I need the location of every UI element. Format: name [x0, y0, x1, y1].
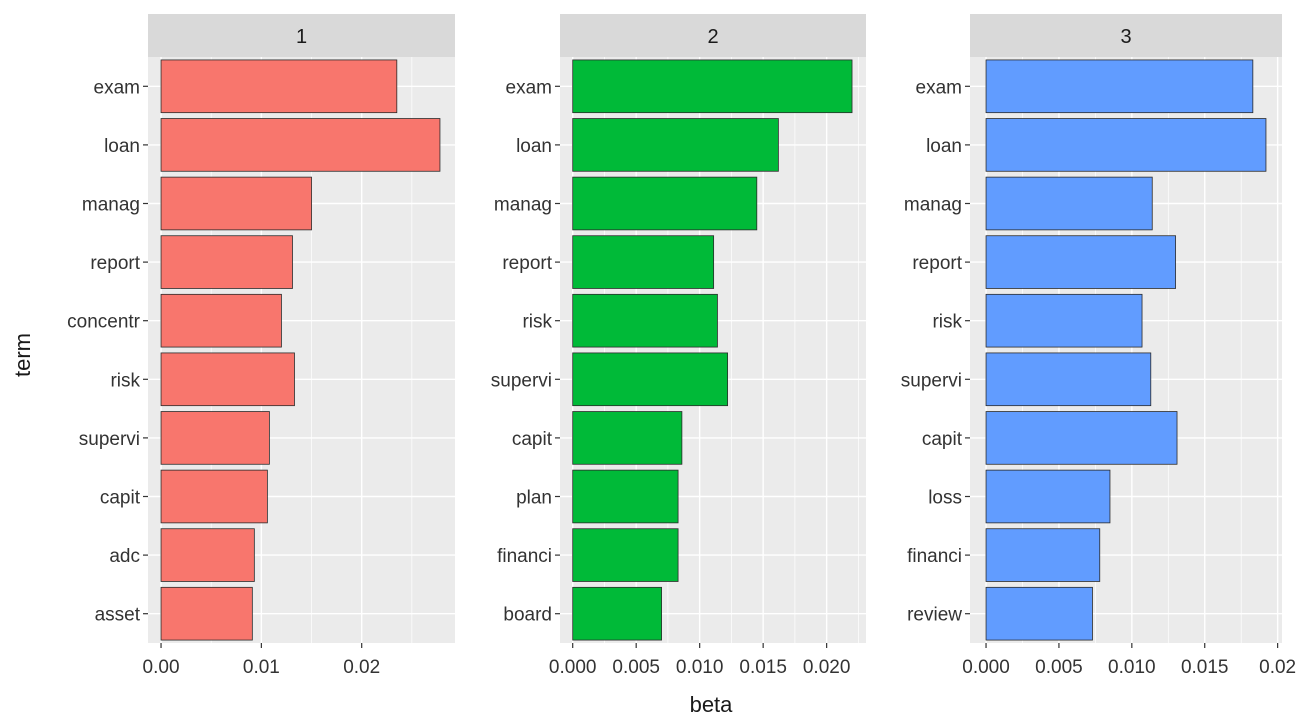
facet-strip: [560, 14, 866, 57]
category-label: loss: [928, 488, 962, 509]
bar-board: [572, 586, 662, 641]
bar-capit: [985, 411, 1178, 465]
x-tick-label: 0.005: [1035, 657, 1083, 678]
bar-risk: [985, 293, 1143, 348]
bar-asset: [160, 586, 253, 641]
bar-supervi: [572, 352, 729, 407]
bar-manag: [985, 176, 1153, 231]
facet-panels: 1 0.00 0.01 0.02 exam loan manag report concentr…: [67, 14, 1296, 678]
bar-financi: [985, 528, 1101, 582]
bar-exam: [572, 59, 853, 114]
bar-risk: [160, 352, 295, 407]
bar-loan: [985, 118, 1267, 172]
category-label: supervi: [901, 370, 962, 391]
category-label: loan: [516, 136, 552, 157]
bar-loan: [572, 118, 779, 172]
category-label: supervi: [491, 370, 552, 391]
bar-manag: [572, 176, 758, 231]
category-label: capit: [512, 429, 553, 450]
x-tick-label: 0.02: [343, 657, 380, 678]
category-label: asset: [95, 605, 141, 626]
facet-panel-2: 2 0.000 0.005 0.010 0.015 0.020 exam loan manag r…: [491, 14, 866, 678]
facet-strip: [148, 14, 455, 57]
facet-panel-3: 3 0.000 0.005 0.010 0.015 0.02 exam loan manag re…: [901, 14, 1296, 678]
x-tick-label: 0.010: [1108, 657, 1156, 678]
x-tick-label: 0.01: [243, 657, 280, 678]
category-label: concentr: [67, 312, 141, 333]
bar-adc: [160, 528, 255, 582]
bar-report: [572, 235, 715, 289]
bar-supervi: [985, 352, 1152, 407]
category-label: exam: [94, 77, 140, 98]
x-tick-label: 0.000: [549, 657, 597, 678]
category-label: plan: [516, 488, 552, 509]
y-axis-title: term: [10, 333, 35, 377]
bar-supervi: [160, 411, 270, 465]
category-label: manag: [904, 195, 962, 216]
category-label: financi: [497, 546, 552, 567]
bar-exam: [160, 59, 398, 114]
x-tick-label: 0.00: [143, 657, 180, 678]
x-tick-label: 0.000: [962, 657, 1010, 678]
category-label: manag: [82, 195, 140, 216]
category-label: board: [503, 605, 552, 626]
category-label: exam: [916, 77, 962, 98]
bar-manag: [160, 176, 312, 231]
bar-report: [160, 235, 293, 289]
bar-concentr: [160, 293, 282, 348]
category-label: report: [502, 253, 552, 274]
facet-strip-label: 3: [1120, 26, 1131, 48]
category-label: financi: [907, 546, 962, 567]
x-tick-label: 0.015: [1181, 657, 1229, 678]
bar-review: [985, 586, 1093, 641]
category-label: capit: [100, 488, 141, 509]
x-tick-label: 0.020: [803, 657, 851, 678]
bar-exam: [985, 59, 1254, 114]
category-label: exam: [506, 77, 552, 98]
category-label: risk: [522, 312, 552, 333]
category-label: capit: [922, 429, 963, 450]
facet-strip-label: 2: [707, 26, 718, 48]
facet-strip: [970, 14, 1282, 57]
bar-loan: [160, 118, 441, 172]
x-tick-label: 0.010: [676, 657, 724, 678]
category-label: risk: [932, 312, 962, 333]
x-tick-label: 0.015: [739, 657, 787, 678]
bar-capit: [572, 411, 683, 465]
x-tick-label: 0.005: [612, 657, 660, 678]
bar-report: [985, 235, 1176, 289]
category-label: supervi: [79, 429, 140, 450]
category-label: report: [912, 253, 962, 274]
bar-financi: [572, 528, 679, 582]
category-label: adc: [109, 546, 140, 567]
x-axis-title: beta: [690, 692, 734, 717]
category-label: loan: [104, 136, 140, 157]
x-tick-label: 0.02: [1259, 657, 1296, 678]
bar-loss: [985, 469, 1111, 524]
bar-risk: [572, 293, 718, 348]
bar-capit: [160, 469, 268, 524]
facet-strip-label: 1: [296, 26, 307, 48]
category-label: risk: [110, 370, 140, 391]
category-label: loan: [926, 136, 962, 157]
category-label: manag: [494, 195, 552, 216]
bar-plan: [572, 469, 679, 524]
category-label: review: [907, 605, 962, 626]
facet-panel-1: 1 0.00 0.01 0.02 exam loan manag report concentr…: [67, 14, 455, 678]
category-label: report: [90, 253, 140, 274]
